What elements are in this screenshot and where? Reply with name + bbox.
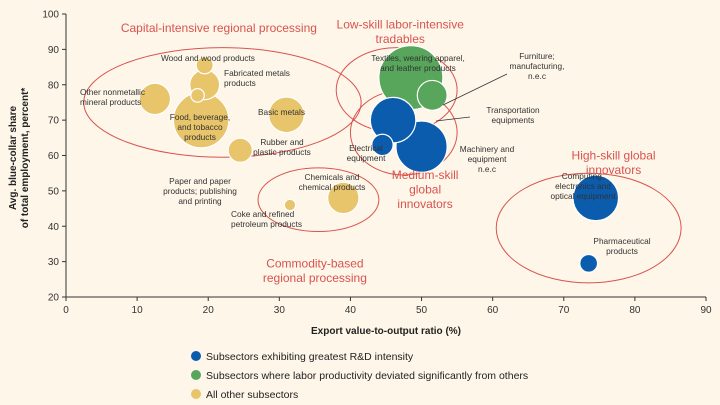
label-fabricated-metals-products-line-0: Fabricated metals <box>224 68 290 78</box>
x-tick-label-90: 90 <box>700 305 712 316</box>
group-label-capital-intensive-regional-processing-line-0: Capital-intensive regional processing <box>121 21 317 35</box>
label-computing-electronics-and-optical-equipment-line-2: optical equipment <box>550 191 616 201</box>
x-tick-label-50: 50 <box>416 305 428 316</box>
legend-marker-rd <box>191 351 201 361</box>
label-food-beverage-and-tobacco-products-line-0: Food, beverage, <box>170 112 230 122</box>
x-tick-label-0: 0 <box>63 305 69 316</box>
label-computing-electronics-and-optical-equipment-line-0: Computing, <box>562 171 604 181</box>
label-basic-metals-line-0: Basic metals <box>258 107 305 117</box>
x-axis-title: Export value-to-output ratio (%) <box>311 326 461 337</box>
x-tick-label-20: 20 <box>203 305 215 316</box>
label-rubber-and-plastic-products-line-0: Rubber and <box>260 137 304 147</box>
label-electrical-equipment-line-1: equipment <box>347 153 386 163</box>
x-tick-label-40: 40 <box>345 305 357 316</box>
bubbles <box>138 45 620 273</box>
x-tick-label-80: 80 <box>629 305 641 316</box>
label-other-nonmetallic-mineral-products-line-1: mineral products <box>80 97 141 107</box>
label-fabricated-metals-products-line-1: products <box>224 78 256 88</box>
label-food-beverage-and-tobacco-products-line-2: products <box>184 132 216 142</box>
label-other-nonmetallic-mineral-products-line-0: Other nonmetallic <box>80 87 145 97</box>
y-tick-label-90: 90 <box>48 45 60 56</box>
label-transportation-equipments-line-1: equipments <box>492 115 535 125</box>
label-computing-electronics-and-optical-equipment-line-1: electronics and <box>555 181 611 191</box>
group-labels: Capital-intensive regional processing Low… <box>121 18 656 285</box>
group-label-high-skill-global-innovators-line-0: High-skill global <box>572 149 656 163</box>
y-tick-label-40: 40 <box>48 222 60 233</box>
bubble-furniture-manufacturing-n-e-c <box>416 79 448 111</box>
label-pharmaceutical-products-line-0: Pharmaceutical <box>593 236 650 246</box>
label-pharmaceutical-products-line-1: products <box>606 246 638 256</box>
y-tick-label-100: 100 <box>42 10 59 21</box>
y-tick-label-30: 30 <box>48 257 60 268</box>
legend: Subsectors exhibiting greatest R&D inten… <box>191 351 528 401</box>
legend-label-rd: Subsectors exhibiting greatest R&D inten… <box>206 351 414 363</box>
bubble-coke-and-refined-petroleum-products <box>283 198 297 212</box>
label-rubber-and-plastic-products-line-1: plastic products <box>253 147 311 157</box>
bubble-rubber-and-plastic-products <box>227 137 253 163</box>
ellipse-commodity-based-regional-processing <box>257 167 380 233</box>
label-chemicals-and-chemical-products-line-1: chemical products <box>299 182 366 192</box>
label-chemicals-and-chemical-products-line-0: Chemicals and <box>305 172 360 182</box>
bubble-electrical-equipment <box>371 133 394 157</box>
label-transportation-equipments-leader <box>435 116 471 122</box>
bubble-chemicals-and-chemical-products <box>327 181 360 215</box>
x-tick-label-60: 60 <box>487 305 499 316</box>
label-paper-and-paper-products-publishing-and-printing-line-1: products; publishing <box>163 186 237 196</box>
y-tick-label-20: 20 <box>48 293 60 304</box>
label-furniture-manufacturing-n-e-c-line-2: n.e.c <box>528 71 546 81</box>
label-transportation-equipments-line-0: Transportation <box>486 105 540 115</box>
label-furniture-manufacturing-n-e-c-line-1: manufacturing, <box>510 61 565 71</box>
bubble-pharmaceutical-products <box>579 253 599 273</box>
label-wood-and-wood-products-line-0: Wood and wood products <box>161 53 255 63</box>
legend-marker-productivity <box>191 370 201 380</box>
label-furniture-manufacturing-n-e-c-line-0: Furniture; <box>519 51 555 61</box>
label-electrical-equipment-line-0: Electrical <box>349 143 383 153</box>
y-tick-label-80: 80 <box>48 80 60 91</box>
y-tick-label-70: 70 <box>48 116 60 127</box>
group-label-low-skill-labor-intensive-tradables-line-0: Low-skill labor-intensive <box>337 18 465 32</box>
y-tick-label-60: 60 <box>48 151 60 162</box>
x-tick-label-10: 10 <box>132 305 144 316</box>
y-axis-title-line1: Avg. blue-collar share <box>8 106 19 211</box>
bubble-wood-and-wood-products <box>195 56 214 75</box>
label-coke-and-refined-petroleum-products-line-0: Coke and refined <box>231 209 295 219</box>
legend-marker-other <box>191 389 201 399</box>
label-paper-and-paper-products-publishing-and-printing-line-2: and printing <box>178 196 222 206</box>
label-coke-and-refined-petroleum-products-line-1: petroleum products <box>231 219 302 229</box>
label-machinery-and-equipment-n-e-c-line-1: equipment <box>468 154 507 164</box>
y-tick-label-50: 50 <box>48 186 60 197</box>
x-tick-label-70: 70 <box>558 305 570 316</box>
legend-label-other: All other subsectors <box>206 389 298 401</box>
label-furniture-manufacturing-n-e-c-leader <box>442 73 508 106</box>
y-axis-title-line2: of total employment, percent* <box>20 88 31 229</box>
group-label-medium-skill-global-innovators-line-1: global <box>409 182 441 196</box>
label-food-beverage-and-tobacco-products-line-1: and tobacco <box>177 122 223 132</box>
tick-labels: 0 10 20 30 40 50 60 70 80 90 20 30 40 50 60 70 80 90 100 <box>42 10 712 317</box>
group-label-high-skill-global-innovators-line-1: innovators <box>586 163 641 177</box>
bubble-paper-and-paper-products-publishing-and-printing <box>190 88 205 103</box>
legend-label-productivity: Subsectors where labor productivity devi… <box>206 370 528 382</box>
ellipse-capital-intensive-regional-processing <box>83 47 362 158</box>
group-label-commodity-based-regional-processing-line-0: Commodity-based <box>266 256 363 270</box>
bubble-other-nonmetallic-mineral-products <box>138 82 172 116</box>
label-textiles-wearing-apparel-and-leather-products-line-1: and leather products <box>380 63 456 73</box>
group-label-commodity-based-regional-processing-line-1: regional processing <box>263 271 367 285</box>
bubble-basic-metals <box>268 96 305 134</box>
group-label-medium-skill-global-innovators-line-0: Medium-skill <box>392 168 459 182</box>
x-tick-label-30: 30 <box>274 305 286 316</box>
group-label-low-skill-labor-intensive-tradables-line-1: tradables <box>376 32 425 46</box>
bubble-computing-electronics-and-optical-equipment <box>572 174 620 222</box>
group-label-medium-skill-global-innovators-line-2: innovators <box>397 197 452 211</box>
ellipse-high-skill-global-innovators <box>495 172 682 284</box>
label-paper-and-paper-products-publishing-and-printing-line-0: Paper and paper <box>169 176 231 186</box>
label-machinery-and-equipment-n-e-c-line-2: n.e.c <box>478 164 496 174</box>
label-textiles-wearing-apparel-and-leather-products-line-0: Textiles, wearing apparel, <box>371 53 465 63</box>
label-machinery-and-equipment-n-e-c-line-0: Machinery and <box>460 144 515 154</box>
